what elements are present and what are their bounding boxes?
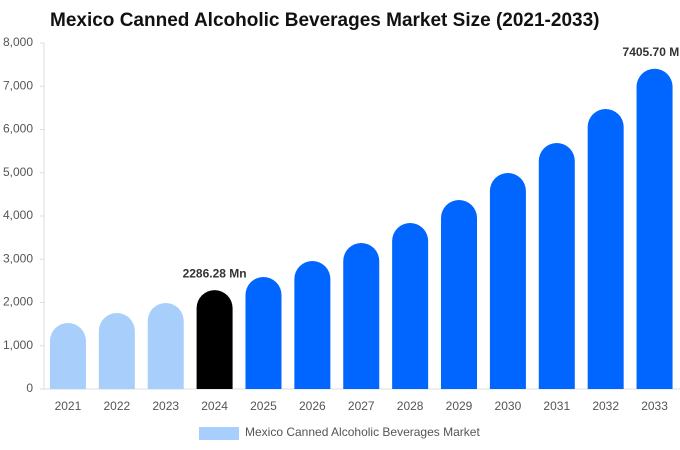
- bar: [196, 290, 233, 389]
- y-tick-label: 7,000: [3, 78, 33, 92]
- x-tick-label: 2029: [446, 399, 473, 413]
- y-tick-label: 8,000: [3, 35, 33, 49]
- legend-label: Mexico Canned Alcoholic Beverages Market: [245, 425, 480, 439]
- bar: [489, 173, 526, 389]
- value-label: 7405.70 Mn: [623, 45, 680, 59]
- x-tick-label: 2028: [397, 399, 424, 413]
- bar: [392, 223, 429, 389]
- legend-swatch: [199, 427, 239, 440]
- y-tick-label: 6,000: [3, 122, 33, 136]
- x-tick-label: 2027: [348, 399, 375, 413]
- x-tick-label: 2030: [495, 399, 522, 413]
- bar: [294, 260, 331, 389]
- x-tick-label: 2033: [641, 399, 668, 413]
- bar: [49, 323, 86, 389]
- bar: [343, 242, 380, 389]
- chart-title: Mexico Canned Alcoholic Beverages Market…: [50, 10, 599, 31]
- y-tick-label: 2,000: [3, 295, 33, 309]
- x-tick-label: 2026: [299, 399, 326, 413]
- x-tick-label: 2023: [152, 399, 179, 413]
- y-tick-label: 4,000: [3, 208, 33, 222]
- x-tick-label: 2024: [201, 399, 228, 413]
- bar: [636, 68, 673, 389]
- y-tick-label: 3,000: [3, 251, 33, 265]
- value-label: 2286.28 Mn: [183, 266, 247, 280]
- y-tick-label: 1,000: [3, 338, 33, 352]
- x-tick-label: 2021: [55, 399, 82, 413]
- bar: [441, 199, 478, 389]
- y-tick-label: 0: [26, 381, 33, 395]
- x-tick-label: 2032: [592, 399, 619, 413]
- bar: [98, 313, 135, 389]
- x-tick-label: 2022: [103, 399, 130, 413]
- x-tick-label: 2031: [543, 399, 570, 413]
- bar: [245, 276, 282, 389]
- bar: [538, 142, 575, 389]
- y-tick-label: 5,000: [3, 165, 33, 179]
- x-tick-label: 2025: [250, 399, 277, 413]
- bar: [147, 303, 184, 389]
- bar: [587, 108, 624, 389]
